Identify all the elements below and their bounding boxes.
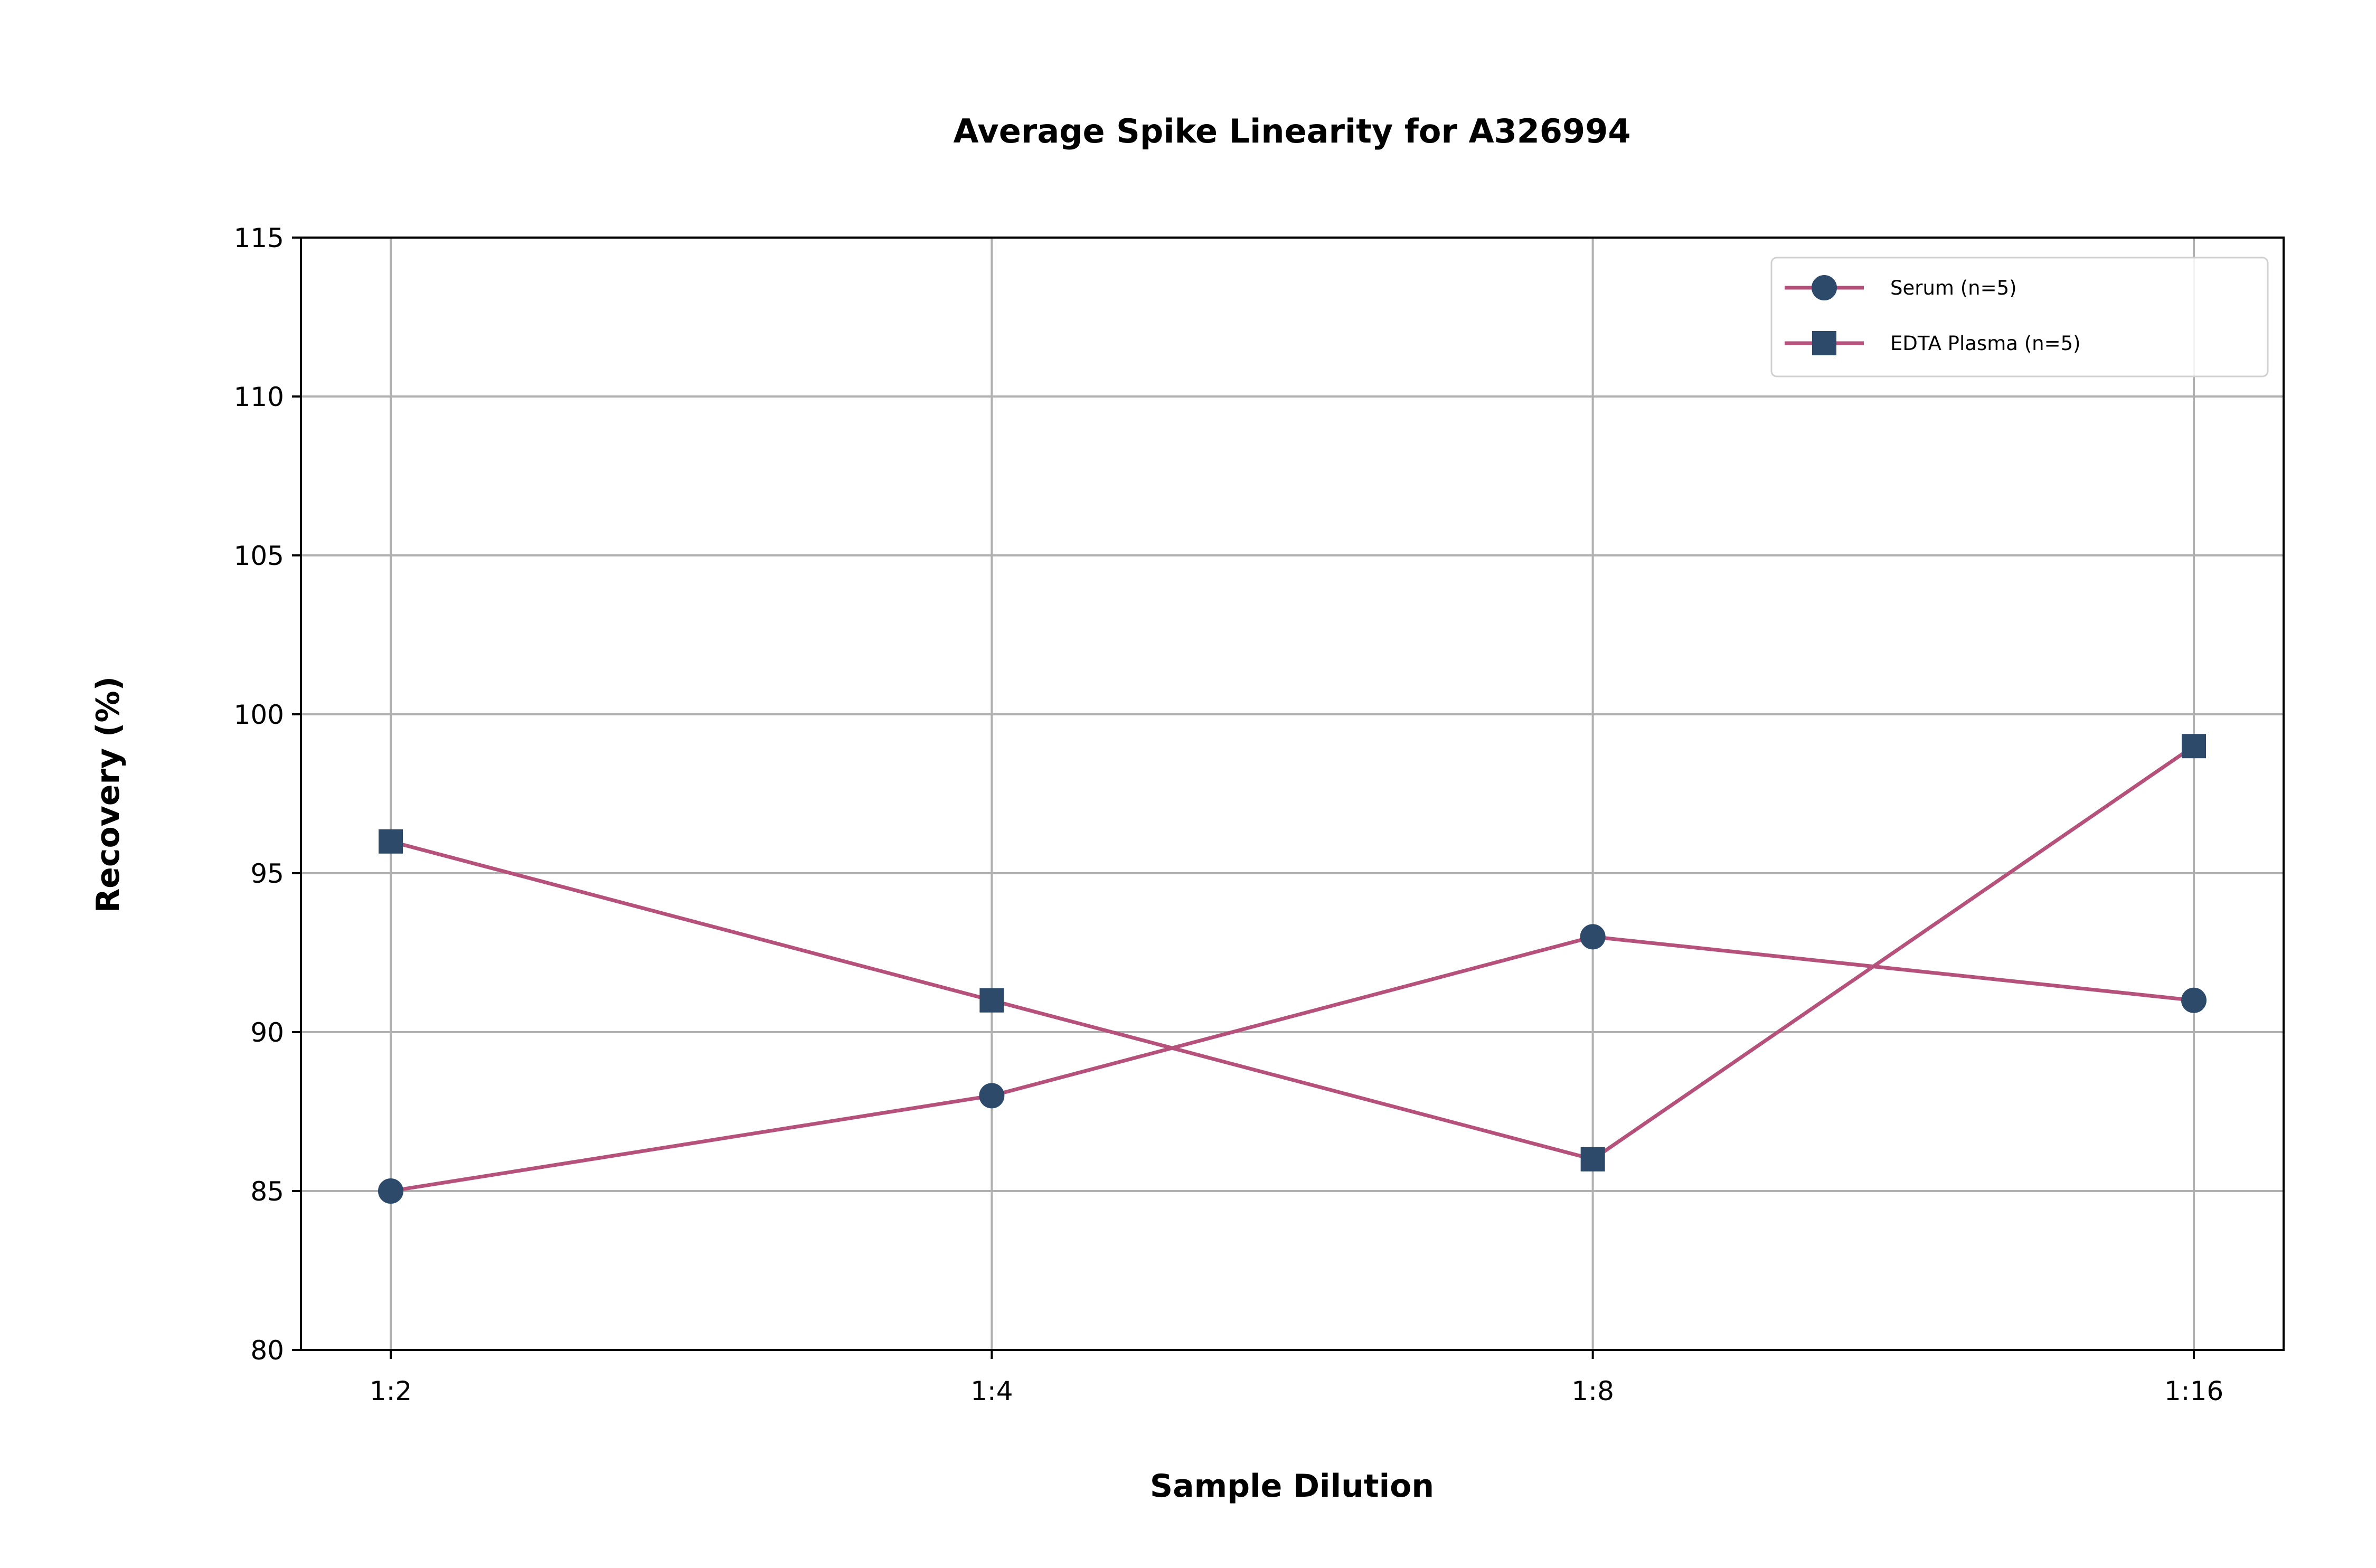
y-tick-label: 80 (250, 1335, 284, 1366)
legend-marker (1812, 275, 1837, 300)
axis-ticks: 80 85 90 95 100 105 110 115 1:2 1:4 1:8 1:16 (234, 223, 2224, 1406)
x-tick-label: 1:4 (970, 1376, 1013, 1406)
chart-title: Average Spike Linearity for A326994 (954, 112, 1631, 150)
y-tick-label: 105 (234, 541, 284, 571)
data-point (979, 988, 1004, 1013)
series-1 (378, 924, 2207, 1204)
y-tick-label: 95 (250, 858, 284, 889)
data-point (979, 1083, 1005, 1109)
y-tick-label: 85 (250, 1176, 284, 1207)
legend-box (1770, 257, 2269, 377)
data-series (378, 734, 2207, 1204)
grid-lines (301, 237, 2284, 1351)
data-point (1580, 924, 1606, 950)
y-tick-label: 110 (234, 382, 284, 412)
data-point (378, 1178, 403, 1204)
data-point (1580, 1147, 1605, 1172)
legend-entry: EDTA Plasma (n=5) (1785, 331, 2081, 355)
series-line (390, 744, 2195, 1161)
x-tick-label: 1:16 (2164, 1376, 2223, 1406)
data-point (2182, 734, 2206, 759)
x-tick-label: 1:2 (370, 1376, 412, 1406)
legend-entry: Serum (n=5) (1785, 275, 2017, 300)
series-line (390, 934, 2194, 1193)
series-2 (379, 734, 2206, 1172)
legend-marker (1812, 331, 1836, 355)
data-point (379, 829, 403, 854)
plot-area-frame (300, 237, 2285, 1351)
data-point (2181, 987, 2207, 1013)
x-axis-title: Sample Dilution (1150, 1468, 1434, 1505)
legend: Serum (n=5) EDTA Plasma (n=5) (1770, 257, 2269, 377)
y-axis-title: Recovery (%) (90, 676, 127, 913)
legend-label: EDTA Plasma (n=5) (1890, 332, 2081, 355)
y-tick-label: 90 (250, 1017, 284, 1048)
legend-label: Serum (n=5) (1890, 277, 2017, 299)
x-tick-label: 1:8 (1571, 1376, 1614, 1406)
y-tick-label: 100 (234, 700, 284, 730)
y-tick-label: 115 (234, 223, 284, 253)
